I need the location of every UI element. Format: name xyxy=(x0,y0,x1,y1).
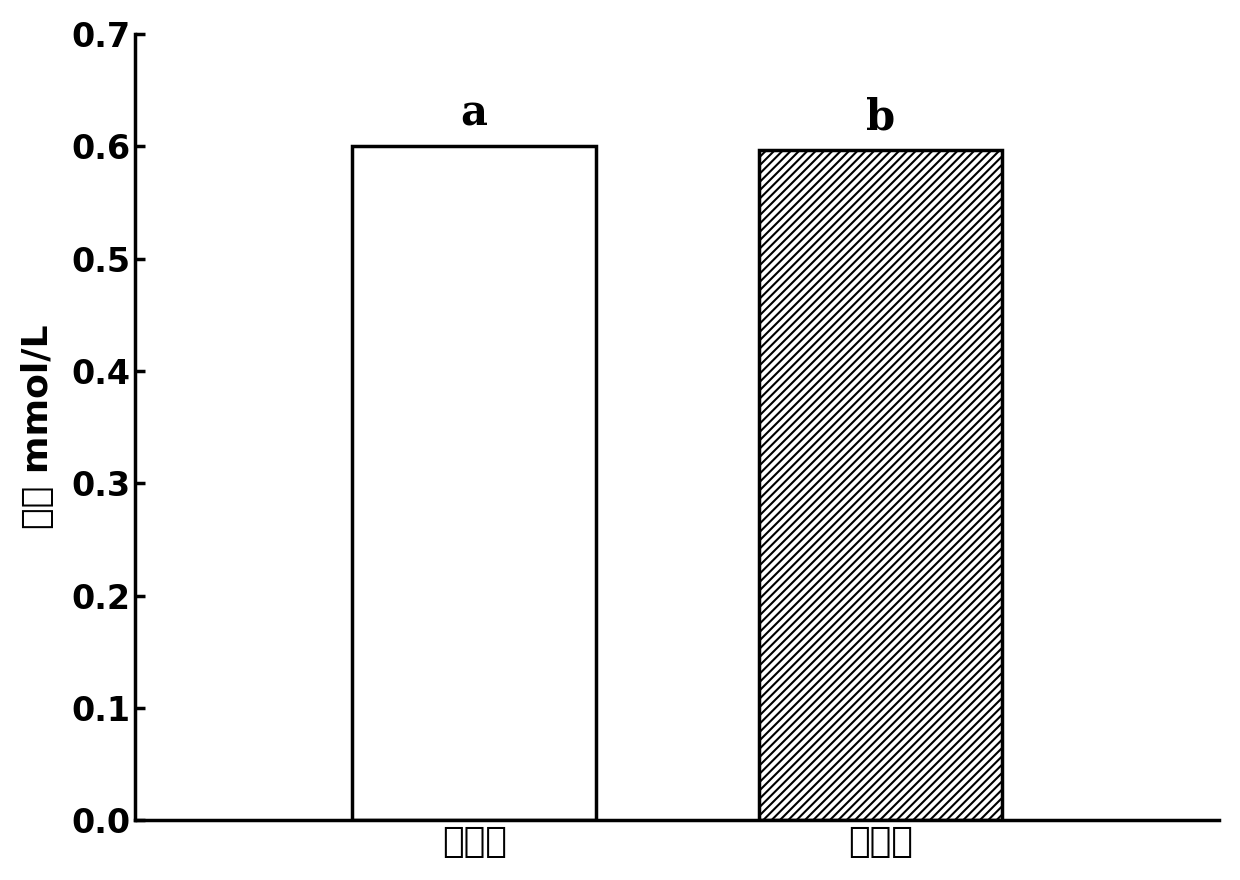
Bar xyxy=(759,150,1002,820)
Text: b: b xyxy=(866,96,895,138)
Y-axis label: 浓度 mmol/L: 浓度 mmol/L xyxy=(21,325,55,529)
Bar xyxy=(352,146,596,820)
Text: a: a xyxy=(460,93,487,135)
